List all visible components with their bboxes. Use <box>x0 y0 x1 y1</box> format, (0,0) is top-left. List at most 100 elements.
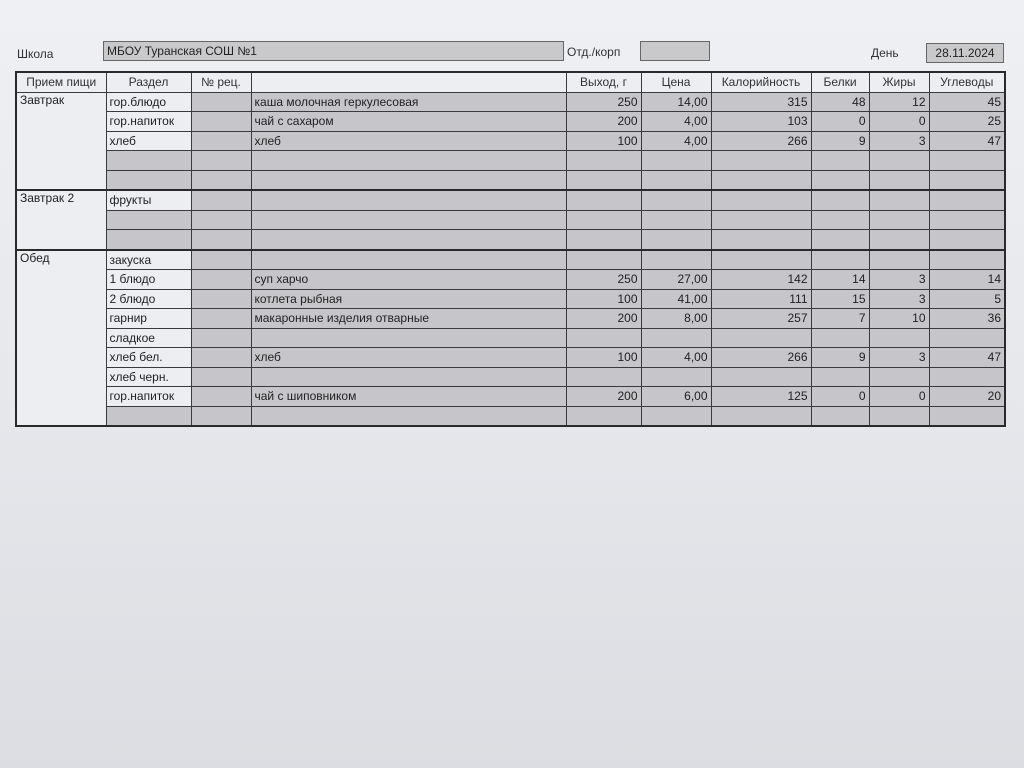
cell-price <box>640 209 712 230</box>
table-row: Завтрак гор.блюдо каша молочная геркулесов… <box>15 91 1006 191</box>
cell-kcal <box>710 327 812 348</box>
cell-protein: 48 <box>810 91 870 112</box>
cell-section: гор.напиток <box>105 386 192 407</box>
cell-dish <box>250 366 567 387</box>
cell-price <box>640 229 712 250</box>
cell-fat: 3 <box>868 130 930 151</box>
cell-carbs: 45 <box>928 91 1006 112</box>
cell-section: фрукты <box>105 189 192 211</box>
cell-recipe <box>190 248 252 270</box>
cell-yield <box>565 366 642 387</box>
column-header <box>250 71 567 93</box>
table-row <box>16 229 1006 250</box>
cell-yield <box>565 150 642 171</box>
cell-yield <box>565 209 642 230</box>
cell-dish <box>250 248 567 270</box>
cell-kcal: 103 <box>710 111 812 132</box>
cell-recipe <box>190 91 252 112</box>
table-row <box>16 209 1006 230</box>
cell-recipe <box>190 308 252 329</box>
cell-price <box>640 169 712 191</box>
cell-fat: 3 <box>868 269 930 290</box>
cell-price: 8,00 <box>640 308 712 329</box>
cell-kcal: 125 <box>710 386 812 407</box>
cell-recipe <box>190 169 252 191</box>
cell-carbs: 36 <box>928 308 1006 329</box>
cell-yield <box>565 327 642 348</box>
column-header: № рец. <box>190 71 252 93</box>
cell-yield: 100 <box>565 288 642 309</box>
cell-price: 4,00 <box>640 130 712 151</box>
cell-section: 1 блюдо <box>105 269 192 290</box>
cell-kcal <box>710 366 812 387</box>
cell-dish: хлеб <box>250 130 567 151</box>
school-field: МБОУ Туранская СОШ №1 <box>103 41 564 61</box>
cell-kcal: 266 <box>710 130 812 151</box>
cell-section <box>105 229 192 250</box>
cell-recipe <box>190 209 252 230</box>
cell-yield <box>565 405 642 427</box>
cell-carbs <box>928 150 1006 171</box>
column-header: Белки <box>810 71 870 93</box>
cell-dish: чай с шиповником <box>250 386 567 407</box>
cell-kcal <box>710 189 812 211</box>
cell-protein: 14 <box>810 269 870 290</box>
cell-dish <box>250 209 567 230</box>
table-row: гарнир макаронные изделия отварные 200 8,00… <box>16 308 1006 329</box>
cell-recipe <box>190 347 252 368</box>
cell-price <box>640 327 712 348</box>
cell-kcal <box>710 150 812 171</box>
cell-section: 2 блюдо <box>105 288 192 309</box>
cell-yield <box>565 189 642 211</box>
cell-kcal <box>710 209 812 230</box>
table-row: 1 блюдо суп харчо 250 27,00 142 14 3 14 <box>16 269 1006 290</box>
dept-field <box>640 41 710 61</box>
cell-kcal: 257 <box>710 308 812 329</box>
cell-fat <box>868 209 930 230</box>
cell-protein: 15 <box>810 288 870 309</box>
cell-fat <box>868 150 930 171</box>
cell-protein <box>810 169 870 191</box>
cell-price: 6,00 <box>640 386 712 407</box>
table-row: гор.напиток чай с сахаром 200 4,00 103 0 0 25 <box>16 111 1006 132</box>
cell-section: хлеб черн. <box>105 366 192 387</box>
table-row: гор.напиток чай с шиповником 200 6,00 125 0 0 2… <box>16 386 1006 407</box>
cell-fat: 0 <box>868 386 930 407</box>
cell-section: закуска <box>105 248 192 270</box>
column-header: Цена <box>640 71 712 93</box>
cell-carbs: 14 <box>928 269 1006 290</box>
school-label: Школа <box>17 47 54 61</box>
cell-yield: 200 <box>565 386 642 407</box>
cell-fat: 12 <box>868 91 930 112</box>
cell-recipe <box>190 189 252 211</box>
day-field: 28.11.2024 <box>926 43 1004 63</box>
column-header: Жиры <box>868 71 930 93</box>
day-label: День <box>871 46 899 60</box>
table-row <box>16 405 1006 427</box>
cell-fat <box>868 229 930 250</box>
cell-yield: 100 <box>565 130 642 151</box>
cell-recipe <box>190 366 252 387</box>
cell-protein <box>810 405 870 427</box>
column-header: Прием пищи <box>15 71 107 93</box>
cell-protein: 9 <box>810 130 870 151</box>
cell-kcal: 266 <box>710 347 812 368</box>
cell-kcal: 111 <box>710 288 812 309</box>
cell-fat <box>868 169 930 191</box>
meal-name: Завтрак <box>15 91 107 191</box>
cell-fat: 3 <box>868 288 930 309</box>
cell-recipe <box>190 327 252 348</box>
cell-section: хлеб <box>105 130 192 151</box>
dept-label: Отд./корп <box>567 45 621 59</box>
cell-protein <box>810 248 870 270</box>
cell-fat <box>868 366 930 387</box>
cell-protein <box>810 150 870 171</box>
cell-carbs: 47 <box>928 347 1006 368</box>
cell-yield: 250 <box>565 91 642 112</box>
cell-dish <box>250 405 567 427</box>
cell-protein: 0 <box>810 111 870 132</box>
cell-protein <box>810 366 870 387</box>
header-row: Прием пищи Раздел № рец. Выход, г Цена Калори… <box>15 71 1006 93</box>
cell-fat <box>868 189 930 211</box>
column-header: Калорийность <box>710 71 812 93</box>
